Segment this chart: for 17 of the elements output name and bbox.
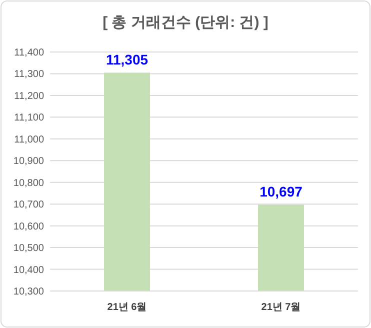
data-label: 11,305 xyxy=(106,52,148,68)
y-tick-label: 11,000 xyxy=(14,134,44,146)
y-tick-label: 10,300 xyxy=(13,286,44,298)
y-tick-label: 10,500 xyxy=(13,243,44,254)
data-label: 10,697 xyxy=(260,184,303,200)
x-tick-label: 21년 7월 xyxy=(261,302,301,313)
y-tick-label: 11,300 xyxy=(14,69,44,80)
x-tick-label: 21년 6월 xyxy=(107,302,147,313)
y-tick-label: 11,200 xyxy=(14,90,44,102)
y-tick-label: 10,900 xyxy=(13,156,44,168)
chart-title: [ 총 거래건수 (단위: 건) ] xyxy=(102,14,268,31)
y-tick-label: 11,400 xyxy=(14,48,44,58)
y-tick-label: 10,700 xyxy=(13,200,44,211)
y-tick-label: 10,800 xyxy=(13,178,44,189)
y-tick-label: 11,100 xyxy=(14,112,44,124)
y-tick-label: 10,400 xyxy=(13,264,44,276)
y-tick-label: 10,600 xyxy=(13,221,44,232)
